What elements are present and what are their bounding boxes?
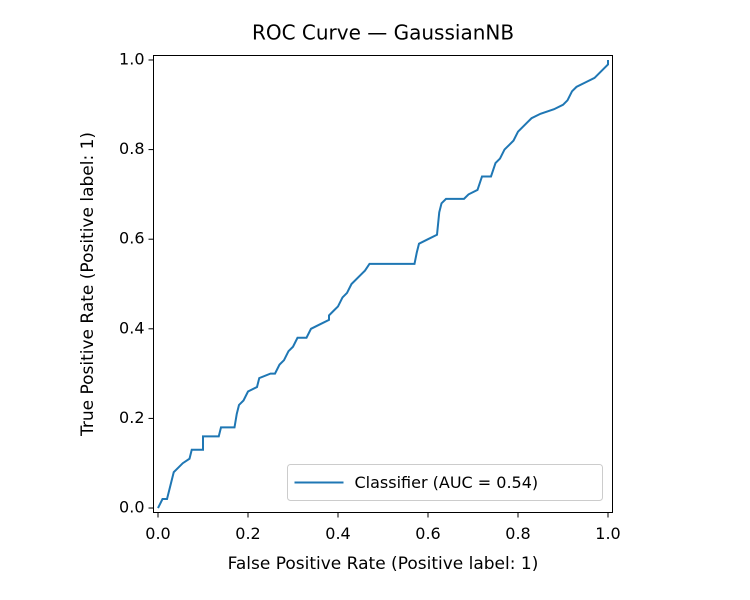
- x-tick-label: 0.2: [235, 524, 260, 543]
- y-tick-label: 0.8: [119, 139, 144, 158]
- y-tick-label: 1.0: [119, 49, 144, 68]
- chart-title: ROC Curve — GaussianNB: [252, 21, 514, 45]
- y-axis-label: True Positive Rate (Positive label: 1): [78, 132, 98, 437]
- x-axis-label: False Positive Rate (Positive label: 1): [228, 554, 539, 574]
- x-tick-label: 0.4: [325, 524, 350, 543]
- legend-box: [287, 464, 603, 501]
- x-tick-label: 0.0: [145, 524, 170, 543]
- y-tick-label: 0.0: [119, 498, 144, 517]
- x-tick-label: 0.6: [415, 524, 440, 543]
- plot-frame: [153, 55, 613, 513]
- y-tick-label: 0.4: [119, 318, 144, 337]
- x-tick-label: 1.0: [595, 524, 620, 543]
- roc-curve: [157, 59, 609, 509]
- y-tick-label: 0.2: [119, 408, 144, 427]
- x-tick-label: 0.8: [505, 524, 530, 543]
- legend-label: Classifier (AUC = 0.54): [355, 473, 539, 492]
- y-tick-label: 0.6: [119, 229, 144, 248]
